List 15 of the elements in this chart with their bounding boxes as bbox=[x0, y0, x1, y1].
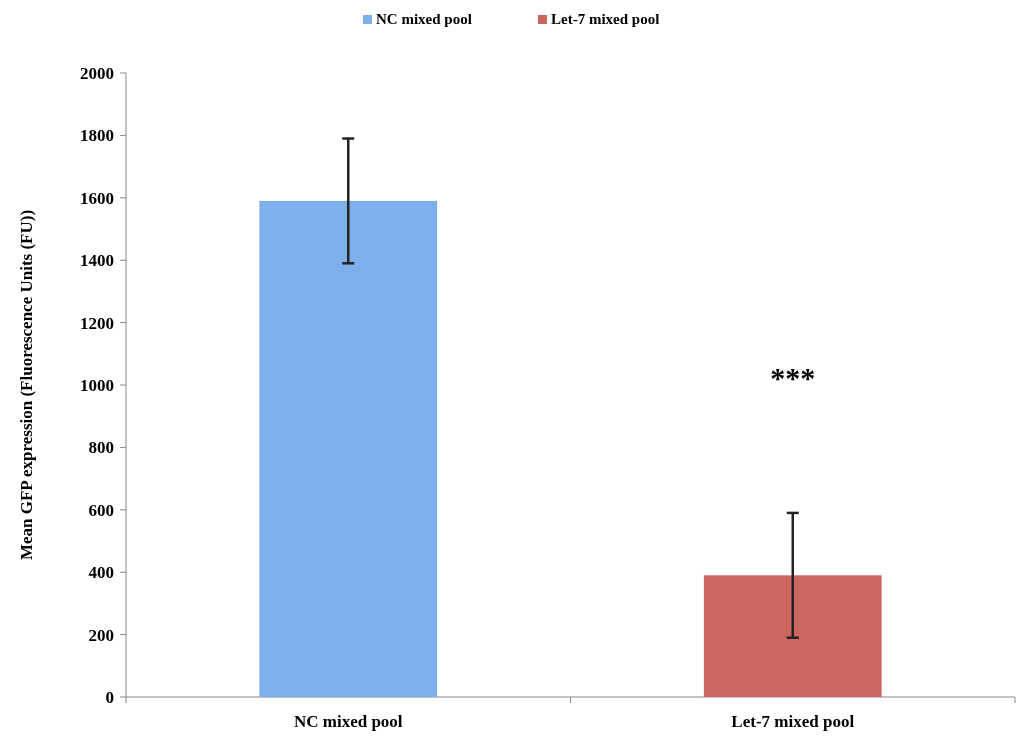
legend-label: Let-7 mixed pool bbox=[551, 11, 660, 27]
y-tick-label: 800 bbox=[88, 438, 114, 458]
y-tick-label: 1600 bbox=[80, 188, 114, 208]
y-tick-label: 1200 bbox=[80, 313, 114, 333]
legend-label: NC mixed pool bbox=[376, 11, 472, 27]
y-tick-label: 0 bbox=[105, 687, 114, 707]
y-tick-label: 2000 bbox=[80, 63, 114, 83]
y-tick-label: 1800 bbox=[80, 126, 114, 146]
y-tick-label: 600 bbox=[88, 500, 114, 520]
y-tick-label: 400 bbox=[88, 563, 114, 583]
y-axis-title: Mean GFP expression (Fluorescence Units (FU)) bbox=[17, 209, 36, 561]
y-tick-label: 1400 bbox=[80, 251, 114, 271]
annotation: *** bbox=[770, 360, 816, 394]
y-tick-label: 200 bbox=[88, 625, 114, 645]
y-tick-label: 1000 bbox=[80, 375, 114, 395]
